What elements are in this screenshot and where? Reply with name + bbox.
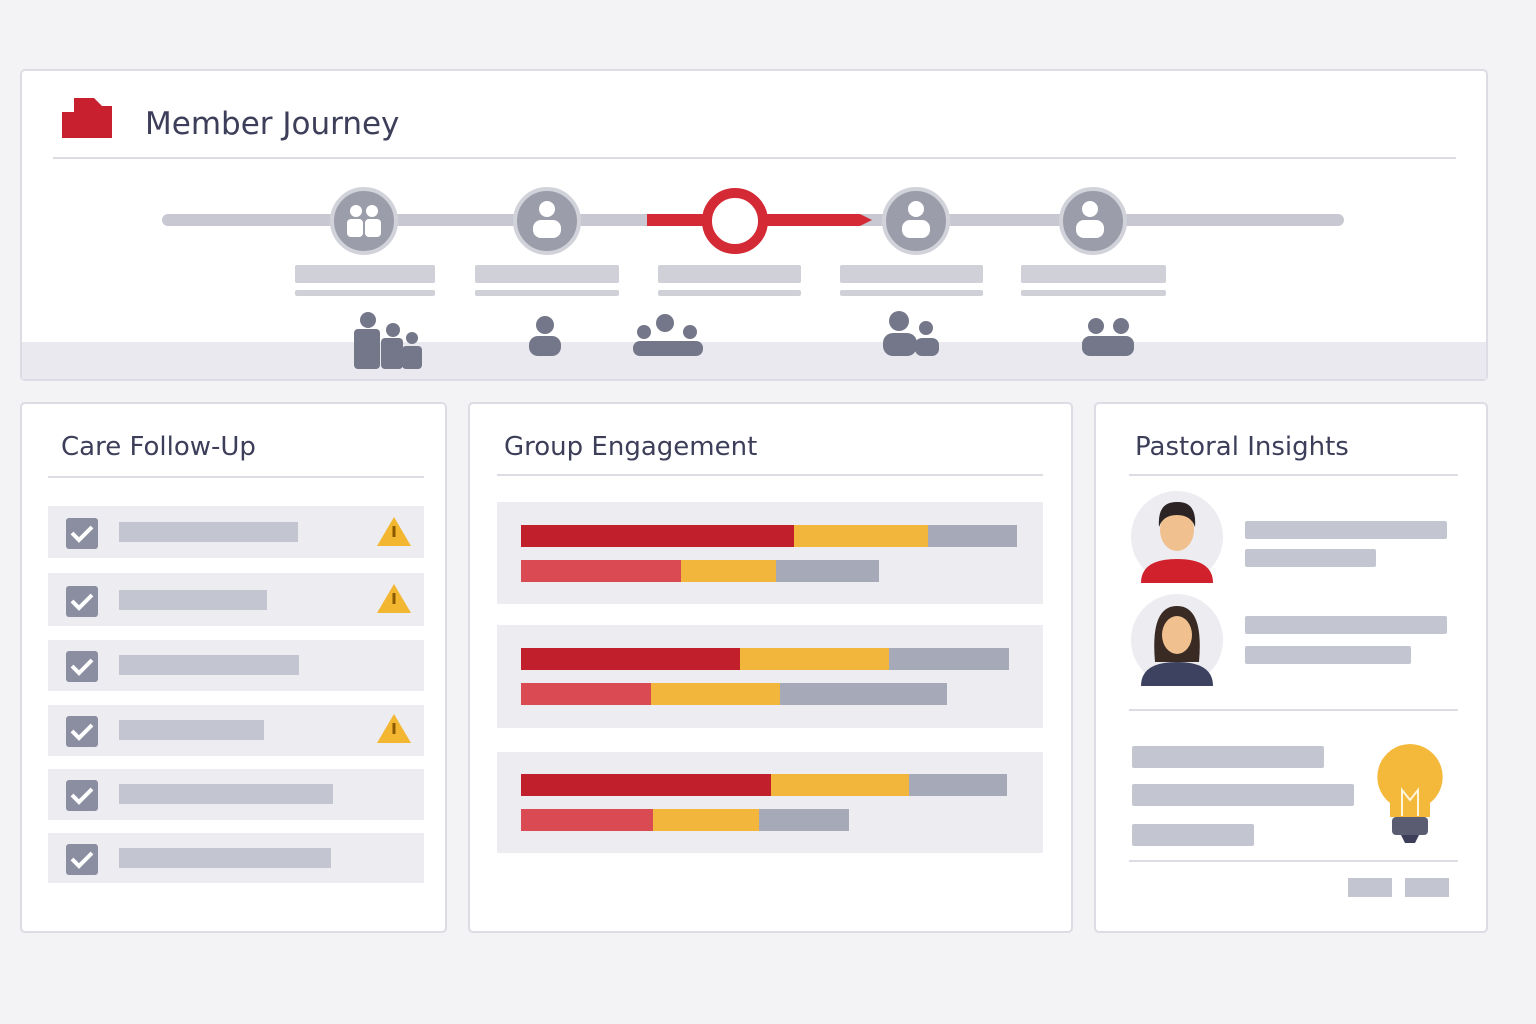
care-card: Care Follow-Up xyxy=(20,402,447,933)
warning-icons xyxy=(377,517,411,743)
avatar xyxy=(1131,491,1223,583)
insights-card: Pastoral Insights xyxy=(1094,402,1488,933)
people-icons xyxy=(354,311,1134,369)
panel-title: Care Follow-Up xyxy=(61,432,256,462)
avatar xyxy=(1131,594,1223,686)
timeline-nodes xyxy=(330,187,1127,255)
logo xyxy=(62,98,112,138)
engagement-bars xyxy=(521,525,1017,831)
panel-title: Pastoral Insights xyxy=(1135,432,1349,462)
care-rows xyxy=(48,506,424,883)
panel-title: Group Engagement xyxy=(504,432,757,462)
lightbulb-icon xyxy=(1377,744,1443,843)
group-card: Group Engagement xyxy=(468,402,1073,933)
journey-card: Member Journey xyxy=(20,69,1488,381)
card-title: Member Journey xyxy=(145,106,399,142)
